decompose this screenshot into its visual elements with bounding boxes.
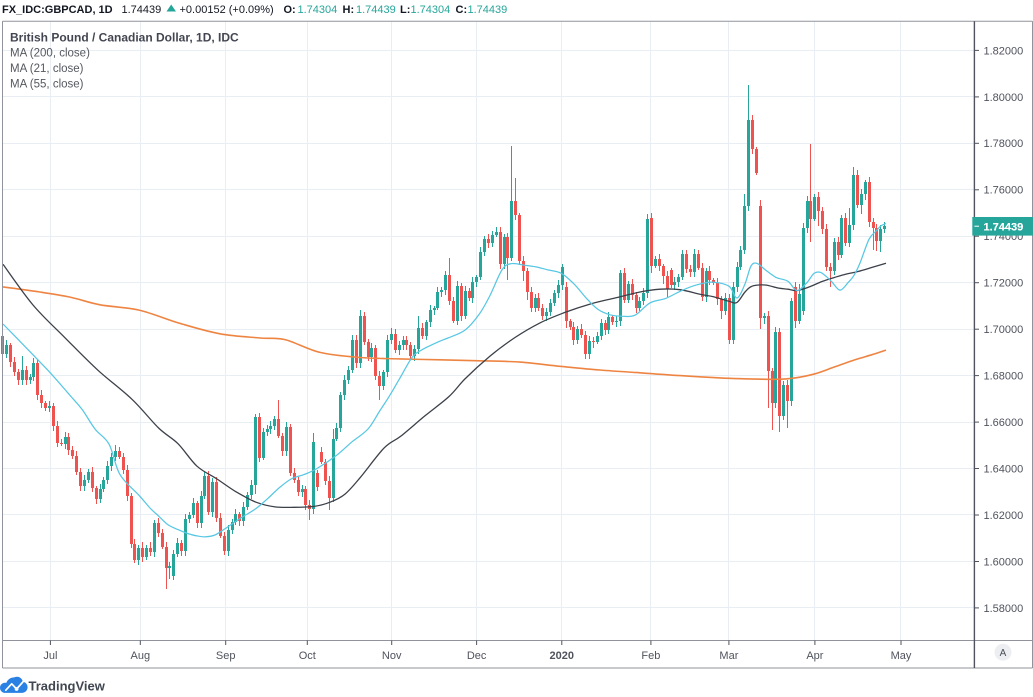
svg-text:1.74304: 1.74304 (298, 4, 338, 16)
svg-text:1.72000: 1.72000 (984, 278, 1024, 290)
svg-text:Oct: Oct (299, 650, 316, 662)
svg-text:1.62000: 1.62000 (984, 510, 1024, 522)
svg-text:MA (200, close): MA (200, close) (10, 48, 90, 60)
svg-text:H:: H: (343, 4, 355, 16)
svg-text:1.74439: 1.74439 (984, 222, 1024, 234)
svg-text:A: A (1000, 648, 1007, 659)
svg-text:1.74439: 1.74439 (122, 4, 162, 16)
svg-text:British Pound / Canadian Dolla: British Pound / Canadian Dollar, 1D, IDC (10, 31, 239, 45)
svg-text:MA (55, close): MA (55, close) (10, 79, 84, 91)
svg-text:MA (21, close): MA (21, close) (10, 63, 84, 75)
svg-text:Apr: Apr (806, 650, 823, 662)
svg-text:1.68000: 1.68000 (984, 371, 1024, 383)
svg-text:Nov: Nov (382, 650, 402, 662)
svg-text:Feb: Feb (641, 650, 660, 662)
svg-text:TradingView: TradingView (29, 678, 106, 693)
svg-text:1.74304: 1.74304 (411, 4, 451, 16)
svg-text:O:: O: (284, 4, 296, 16)
svg-text:May: May (891, 650, 912, 662)
svg-text:1.66000: 1.66000 (984, 417, 1024, 429)
svg-text:1.60000: 1.60000 (984, 556, 1024, 568)
svg-text:1.76000: 1.76000 (984, 185, 1024, 197)
svg-text:1.74439: 1.74439 (468, 4, 508, 16)
svg-text:C:: C: (456, 4, 468, 16)
svg-text:FX_IDC:GBPCAD, 1D: FX_IDC:GBPCAD, 1D (2, 4, 113, 16)
svg-text:1.80000: 1.80000 (984, 92, 1024, 104)
svg-text:Dec: Dec (467, 650, 487, 662)
svg-text:Jul: Jul (43, 650, 57, 662)
svg-text:2020: 2020 (550, 650, 574, 662)
svg-text:+0.00152 (+0.09%): +0.00152 (+0.09%) (180, 4, 274, 16)
svg-text:Mar: Mar (719, 650, 738, 662)
svg-text:1.78000: 1.78000 (984, 138, 1024, 150)
svg-text:Sep: Sep (216, 650, 236, 662)
svg-text:1.70000: 1.70000 (984, 324, 1024, 336)
svg-text:1.64000: 1.64000 (984, 463, 1024, 475)
svg-text:1.58000: 1.58000 (984, 603, 1024, 615)
svg-text:1.74439: 1.74439 (356, 4, 396, 16)
svg-text:Aug: Aug (131, 650, 151, 662)
svg-text:1.82000: 1.82000 (984, 45, 1024, 57)
svg-text:L:: L: (400, 4, 410, 16)
svg-text:1.74439: 1.74439 (984, 222, 1024, 234)
